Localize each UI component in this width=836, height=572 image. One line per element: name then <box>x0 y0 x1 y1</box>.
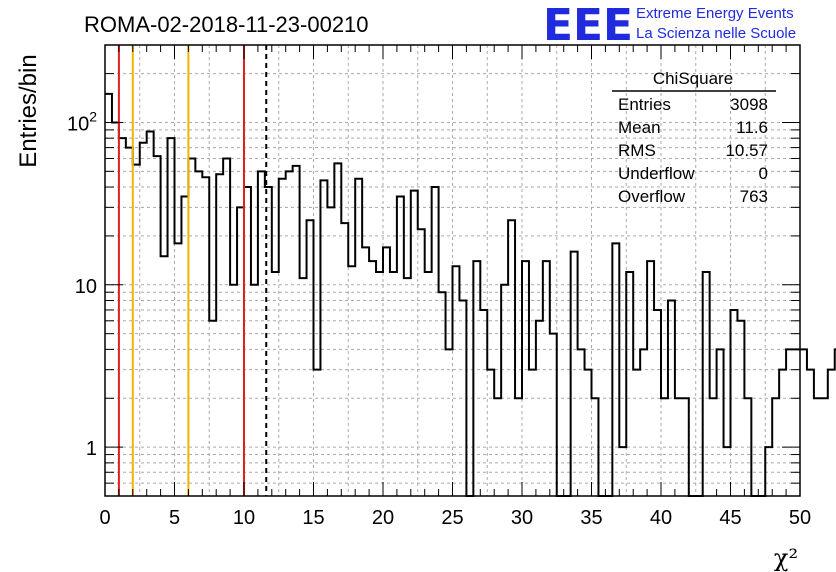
stats-label: RMS <box>618 141 656 160</box>
x-tick-label: 30 <box>511 507 533 529</box>
histogram-outline <box>105 92 836 497</box>
y-tick-label: 102 <box>67 108 97 135</box>
stats-value: 763 <box>740 187 768 206</box>
stats-box-title: ChiSquare <box>653 69 733 88</box>
x-tick-label: 10 <box>233 507 255 529</box>
eee-logo: EEE Extreme Energy Events La Scienza nel… <box>543 0 796 51</box>
x-axis-title: χ² <box>774 544 798 572</box>
x-tick-label: 15 <box>302 507 324 529</box>
stats-label: Overflow <box>618 187 686 206</box>
x-tick-label: 45 <box>719 507 741 529</box>
x-tick-label: 35 <box>580 507 602 529</box>
stats-value: 11.6 <box>736 118 768 137</box>
stats-value: 0 <box>759 164 768 183</box>
chart-title: ROMA-02-2018-11-23-00210 <box>84 12 369 37</box>
logo-line-2: La Scienza nelle Scuole <box>636 25 796 42</box>
x-tick-label: 25 <box>441 507 463 529</box>
stats-label: Entries <box>618 95 671 114</box>
reference-lines <box>117 45 268 496</box>
histogram-series <box>105 92 836 497</box>
y-tick-label: 10 <box>75 276 97 298</box>
x-tick-label: 0 <box>99 507 110 529</box>
stats-label: Mean <box>618 118 661 137</box>
stats-value: 3098 <box>730 95 768 114</box>
axes: 0 5 10 15 20 25 30 35 40 45 50 1 10 102 <box>67 44 811 529</box>
y-axis-title: Entries/bin <box>15 54 42 167</box>
stats-box: ChiSquare Entries 3098 Mean 11.6 RMS 10.57 Und… <box>612 69 776 206</box>
stats-value: 10.57 <box>725 141 768 160</box>
grid <box>105 45 800 496</box>
x-tick-label: 20 <box>372 507 394 529</box>
stats-label: Underflow <box>618 164 695 183</box>
x-tick-label: 50 <box>789 507 811 529</box>
x-tick-label: 40 <box>650 507 672 529</box>
x-tick-label: 5 <box>169 507 180 529</box>
eee-logo-text: EEE <box>543 0 633 51</box>
y-tick-label: 1 <box>86 438 97 460</box>
logo-line-1: Extreme Energy Events <box>636 5 794 22</box>
